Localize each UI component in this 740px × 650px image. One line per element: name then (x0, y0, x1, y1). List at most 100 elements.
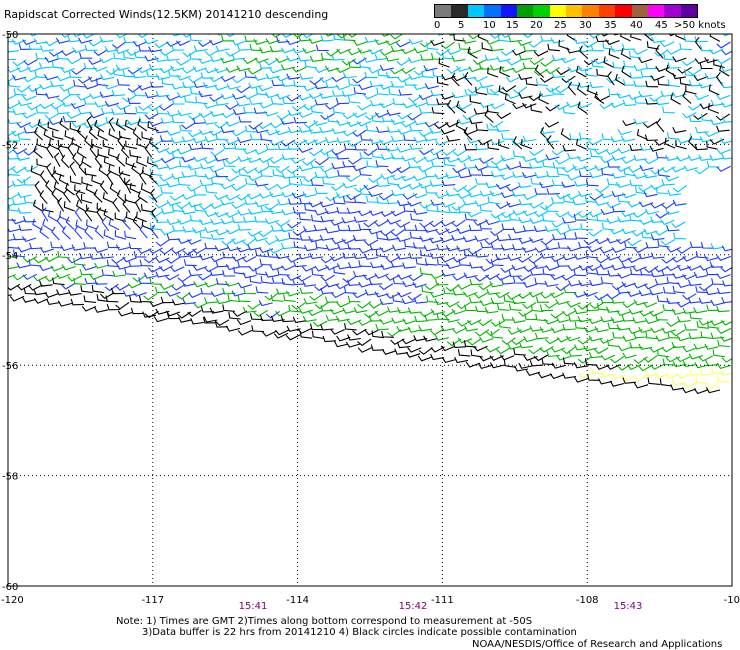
wind-barb (596, 303, 610, 311)
wind-barb (357, 47, 372, 54)
wind-barb (666, 132, 680, 140)
wind-barb (205, 185, 218, 194)
wind-barb (131, 162, 142, 176)
wind-barb (8, 67, 21, 73)
wind-barb (302, 191, 317, 198)
wind-barb (326, 151, 340, 159)
wind-barb (463, 162, 477, 169)
wind-barb (522, 102, 537, 109)
wind-barb (671, 341, 686, 349)
wind-barb (622, 120, 637, 127)
wind-barb (695, 376, 709, 384)
wind-barb (589, 150, 603, 158)
wind-barb (352, 292, 368, 299)
wind-barb (402, 193, 418, 200)
wind-barb (17, 246, 32, 253)
wind-barb (22, 39, 37, 46)
wind-barb (567, 81, 577, 96)
wind-barb (281, 209, 296, 216)
wind-barb (297, 275, 312, 282)
wind-barb (533, 157, 548, 164)
wind-barb (408, 274, 423, 282)
legend-label-10: >50 knots (674, 20, 726, 31)
wind-barb (210, 218, 225, 225)
wind-barb (627, 239, 642, 247)
wind-barb (700, 113, 714, 122)
wind-barb (352, 129, 367, 137)
wind-barb (628, 94, 643, 101)
wind-barb (528, 162, 543, 169)
lat-label-4: -58 (2, 472, 18, 483)
legend-label-8: 40 (630, 20, 643, 31)
wind-barb (112, 41, 127, 49)
wind-barb (281, 191, 296, 198)
wind-barb (244, 35, 258, 42)
wind-barb (649, 94, 664, 102)
wind-barb (210, 233, 225, 240)
wind-barb (242, 216, 257, 223)
wind-barb (243, 287, 257, 295)
wind-barb (285, 290, 301, 297)
wind-barb (53, 181, 65, 194)
wind-barb (578, 372, 593, 379)
wind-barb (57, 197, 65, 212)
wind-barb (561, 181, 576, 188)
wind-barb (647, 377, 661, 385)
wind-barb (412, 156, 427, 164)
wind-barb (556, 260, 570, 267)
wind-barb (489, 362, 505, 369)
wind-barb (143, 292, 158, 301)
wind-barb (277, 199, 292, 206)
wind-barb (617, 272, 632, 279)
wind-barb (243, 167, 258, 174)
wind-barb (633, 80, 647, 87)
wind-barb (654, 49, 669, 57)
wind-barb (8, 79, 21, 88)
wind-barb (534, 210, 549, 218)
wind-barb (588, 211, 604, 218)
wind-barb (479, 82, 494, 89)
wind-barb (401, 155, 416, 162)
wind-barb (429, 328, 445, 336)
wind-barb (118, 130, 131, 140)
wind-barb (67, 88, 81, 96)
wind-barb (322, 335, 337, 343)
wind-barb (627, 256, 642, 264)
wind-barb (8, 212, 9, 214)
wind-barb (342, 195, 356, 204)
wind-barb (260, 133, 273, 142)
wind-barb (23, 59, 38, 66)
wind-barb (709, 34, 721, 42)
wind-barb (140, 183, 152, 195)
wind-barb (485, 39, 500, 45)
wind-barb (419, 310, 435, 318)
wind-barb (148, 247, 163, 254)
wind-barb (275, 36, 290, 43)
wind-barb (112, 68, 126, 77)
wind-barb (508, 213, 522, 222)
wind-barb (309, 252, 324, 260)
wind-barb (374, 310, 389, 317)
wind-barb (314, 82, 329, 90)
wind-barb (662, 358, 676, 366)
wind-barb (644, 370, 659, 377)
wind-barb (224, 175, 240, 182)
wind-barb (594, 293, 609, 301)
wind-barb (574, 321, 588, 330)
wind-barb (347, 295, 361, 303)
wind-barb (396, 58, 411, 66)
wind-barb (660, 90, 675, 97)
wind-barb (420, 54, 434, 61)
wind-barb (127, 97, 141, 104)
wind-barb (337, 169, 351, 177)
wind-barb (611, 283, 627, 291)
wind-barb (232, 93, 247, 100)
wind-barb (89, 112, 104, 119)
wind-barb (644, 208, 660, 215)
wind-barb (605, 148, 620, 155)
wind-barb (236, 319, 252, 326)
wind-barb (616, 238, 631, 245)
wind-barb (73, 277, 86, 285)
wind-barb (600, 192, 615, 199)
wind-barb (716, 375, 730, 383)
